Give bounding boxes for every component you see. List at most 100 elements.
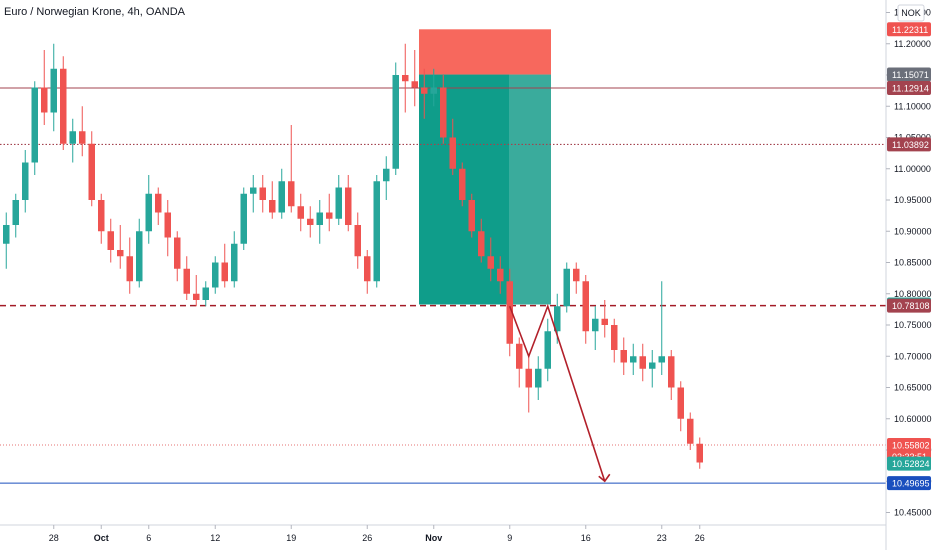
candle: [31, 81, 38, 175]
candle-body: [297, 206, 304, 219]
candle: [202, 281, 209, 307]
candle-body: [174, 237, 181, 269]
candle-body: [193, 293, 200, 300]
candle-body: [259, 187, 266, 200]
candle-body: [497, 268, 504, 282]
candle-body: [468, 200, 475, 232]
price-tick-label: 11.20000: [894, 39, 931, 49]
currency-badge[interactable]: NOK: [897, 4, 925, 22]
time-tick-label: 26: [695, 533, 705, 543]
candle-body: [668, 356, 675, 388]
candle-body: [41, 87, 48, 113]
price-tag-label: 10.78108: [892, 301, 930, 311]
price-tag-bg: [887, 22, 931, 37]
candle-body: [326, 212, 333, 219]
candle-body: [126, 256, 133, 282]
price-tick-label: 10.60000: [894, 414, 932, 424]
candle-body: [649, 362, 656, 369]
candle: [117, 225, 124, 269]
price-tag-bg: [887, 476, 931, 491]
candle: [183, 256, 190, 300]
candle-body: [639, 356, 646, 369]
candle: [88, 131, 95, 207]
candle: [592, 306, 599, 350]
candle-body: [478, 231, 485, 257]
candle: [22, 150, 29, 213]
projection-path: [509, 303, 611, 483]
price-tick-label: 10.90000: [894, 226, 932, 236]
candle: [611, 318, 618, 363]
price-tag: 10.52824: [887, 456, 931, 471]
candle: [98, 193, 105, 244]
candle-body: [535, 368, 542, 388]
currency-label: NOK: [901, 8, 921, 18]
price-tag: 11.03892: [887, 137, 931, 152]
candle: [373, 175, 380, 288]
take-profit-zone-extension: [509, 74, 551, 305]
candle-body: [516, 343, 523, 369]
candle-body: [430, 87, 437, 94]
candle: [620, 337, 627, 375]
time-tick-label: 28: [49, 533, 59, 543]
candle-body: [316, 212, 323, 225]
candle-body: [592, 318, 599, 332]
candle-body: [240, 193, 247, 244]
candle: [231, 231, 238, 288]
candle: [345, 175, 352, 232]
candle: [164, 200, 171, 257]
candle-body: [250, 187, 257, 194]
price-tag: 10.78108: [887, 298, 931, 313]
candle-body: [459, 168, 466, 200]
price-tag-bg: [887, 67, 931, 82]
price-tick-label: 10.95000: [894, 195, 932, 205]
candles: [3, 43, 703, 469]
time-tick-label: 19: [286, 533, 296, 543]
candle: [3, 212, 10, 269]
candle-body: [601, 318, 608, 325]
candle-body: [364, 256, 371, 282]
candle-body: [696, 443, 703, 463]
candle: [174, 231, 181, 282]
candle: [307, 206, 314, 238]
candle: [411, 50, 418, 107]
candle: [145, 175, 152, 244]
candle-body: [145, 193, 152, 232]
time-tick-label: 9: [507, 533, 512, 543]
candle: [50, 43, 57, 132]
candle-body: [630, 356, 637, 363]
chart-title: Euro / Norwegian Krone, 4h, OANDA: [4, 6, 186, 18]
candle: [288, 125, 295, 213]
candle: [126, 237, 133, 294]
price-tag: 11.15071: [887, 67, 931, 82]
candle-body: [544, 331, 551, 369]
candle: [649, 350, 656, 388]
stop-loss-zone: [419, 29, 551, 75]
candle-body: [392, 75, 399, 169]
price-tick-label: 11.00000: [894, 164, 931, 174]
candle: [41, 50, 48, 125]
price-tag-label: 11.03892: [892, 140, 929, 150]
candle: [630, 343, 637, 375]
candle-body: [345, 187, 352, 225]
price-tick-label: 10.85000: [894, 258, 932, 268]
candle: [468, 193, 475, 238]
price-tag-label: 10.52824: [892, 459, 930, 469]
price-tags: 11.2231111.1507111.1291411.0389210.78281…: [887, 22, 931, 491]
candle-body: [79, 131, 86, 144]
candle-body: [69, 131, 76, 144]
candle-body: [373, 181, 380, 282]
candle: [601, 300, 608, 338]
time-tick-label: 26: [362, 533, 372, 543]
candle-body: [117, 250, 124, 257]
price-tag-label: 11.12914: [892, 84, 929, 94]
time-tick-label: 23: [657, 533, 667, 543]
candle: [535, 356, 542, 400]
candle: [402, 43, 409, 113]
candle: [278, 168, 285, 219]
candle-body: [31, 87, 38, 163]
candle-body: [449, 137, 456, 169]
candle-body: [136, 231, 143, 282]
price-tag-bg: [887, 298, 931, 313]
candle-body: [22, 162, 29, 200]
